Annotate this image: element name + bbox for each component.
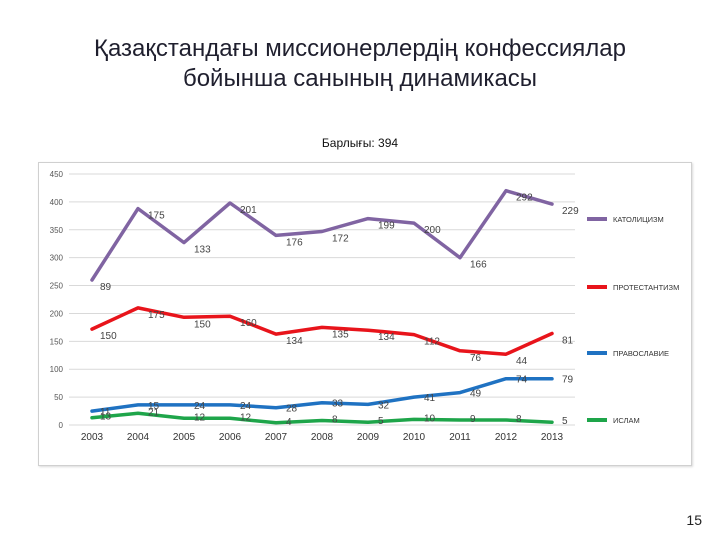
- data-label: 32: [378, 400, 390, 411]
- data-label: 49: [470, 389, 482, 400]
- data-label: 135: [332, 329, 349, 340]
- data-label: 79: [562, 375, 574, 386]
- data-label: 11: [100, 407, 111, 418]
- data-label: 150: [100, 331, 117, 342]
- data-label: 12: [194, 412, 206, 423]
- data-label: 28: [286, 404, 298, 415]
- y-tick-label: 50: [54, 393, 63, 402]
- data-label: 24: [240, 401, 252, 412]
- slide-title-line-2: бойынша санының динамикасы: [182, 65, 538, 92]
- x-tick-label: 2010: [403, 432, 426, 443]
- data-label: 175: [148, 310, 165, 321]
- y-tick-label: 450: [50, 170, 64, 179]
- x-tick-label: 2011: [449, 432, 471, 443]
- data-label: 81: [562, 336, 574, 347]
- data-label: 166: [470, 260, 487, 271]
- data-label: 12: [240, 412, 252, 423]
- data-label: 150: [194, 319, 211, 330]
- data-label: 112: [424, 337, 440, 348]
- data-label: 134: [286, 336, 303, 347]
- chart-title: Барлығы: 394: [321, 136, 399, 150]
- slide-title-line-1: Қазақстандағы миссионерлердің конфессиял…: [93, 35, 627, 62]
- y-tick-label: 400: [50, 198, 64, 207]
- data-label: 8: [332, 415, 338, 426]
- page-number: 15: [686, 512, 702, 528]
- data-label: 134: [378, 332, 395, 343]
- series-line: [90, 306, 554, 356]
- y-tick-label: 350: [50, 226, 64, 235]
- legend-label: ИСЛАМ: [613, 416, 640, 425]
- data-label: 5: [562, 416, 568, 427]
- data-label: 292: [516, 193, 533, 204]
- x-tick-label: 2012: [495, 432, 518, 443]
- legend-label: ПРОТЕСТАНТИЗМ: [613, 283, 679, 292]
- data-label: 229: [562, 206, 579, 217]
- series-line: [90, 188, 554, 282]
- y-tick-label: 300: [50, 254, 64, 263]
- data-label: 176: [286, 237, 303, 248]
- data-label: 201: [240, 205, 257, 216]
- data-label: 8: [516, 414, 522, 425]
- data-label: 41: [424, 393, 436, 404]
- data-label: 21: [148, 407, 160, 418]
- y-tick-label: 200: [50, 309, 64, 318]
- data-label: 15: [148, 401, 160, 412]
- x-tick-label: 2003: [81, 432, 104, 443]
- data-label: 89: [100, 282, 112, 293]
- data-label: 74: [516, 375, 528, 386]
- x-tick-label: 2013: [541, 432, 564, 443]
- series-line: [90, 411, 554, 425]
- data-label: 10: [424, 413, 436, 424]
- x-tick-label: 2004: [127, 432, 150, 443]
- data-label: 13: [100, 412, 112, 423]
- data-label: 4: [286, 417, 292, 428]
- data-label: 76: [470, 353, 482, 364]
- data-label: 133: [194, 245, 211, 256]
- data-label: 24: [194, 401, 206, 412]
- y-tick-label: 0: [59, 421, 64, 430]
- x-tick-label: 2008: [311, 432, 334, 443]
- slide-title: Қазақстандағы миссионерлердің конфессиял…: [0, 34, 720, 94]
- y-tick-label: 250: [50, 282, 64, 291]
- data-label: 175: [148, 211, 165, 222]
- data-label: 199: [378, 221, 395, 232]
- data-label: 5: [378, 416, 384, 427]
- legend-label: КАТОЛИЦИЗМ: [613, 215, 664, 224]
- data-label: 33: [332, 399, 344, 410]
- chart-frame: 0 50 100 150 200 250 300 350 400 450 2003 2004 2005 2…: [38, 162, 692, 466]
- data-label: 9: [470, 414, 476, 425]
- y-tick-label: 150: [50, 337, 64, 346]
- legend-label: ПРАВОСЛАВИЕ: [613, 349, 669, 358]
- y-tick-label: 100: [50, 365, 64, 374]
- x-tick-label: 2007: [265, 432, 288, 443]
- data-label: 172: [332, 233, 349, 244]
- x-tick-label: 2006: [219, 432, 242, 443]
- x-tick-label: 2009: [357, 432, 380, 443]
- series-line: [90, 376, 554, 413]
- data-label: 160: [240, 318, 257, 329]
- x-tick-label: 2005: [173, 432, 196, 443]
- data-label: 44: [516, 356, 528, 367]
- data-label: 200: [424, 225, 441, 236]
